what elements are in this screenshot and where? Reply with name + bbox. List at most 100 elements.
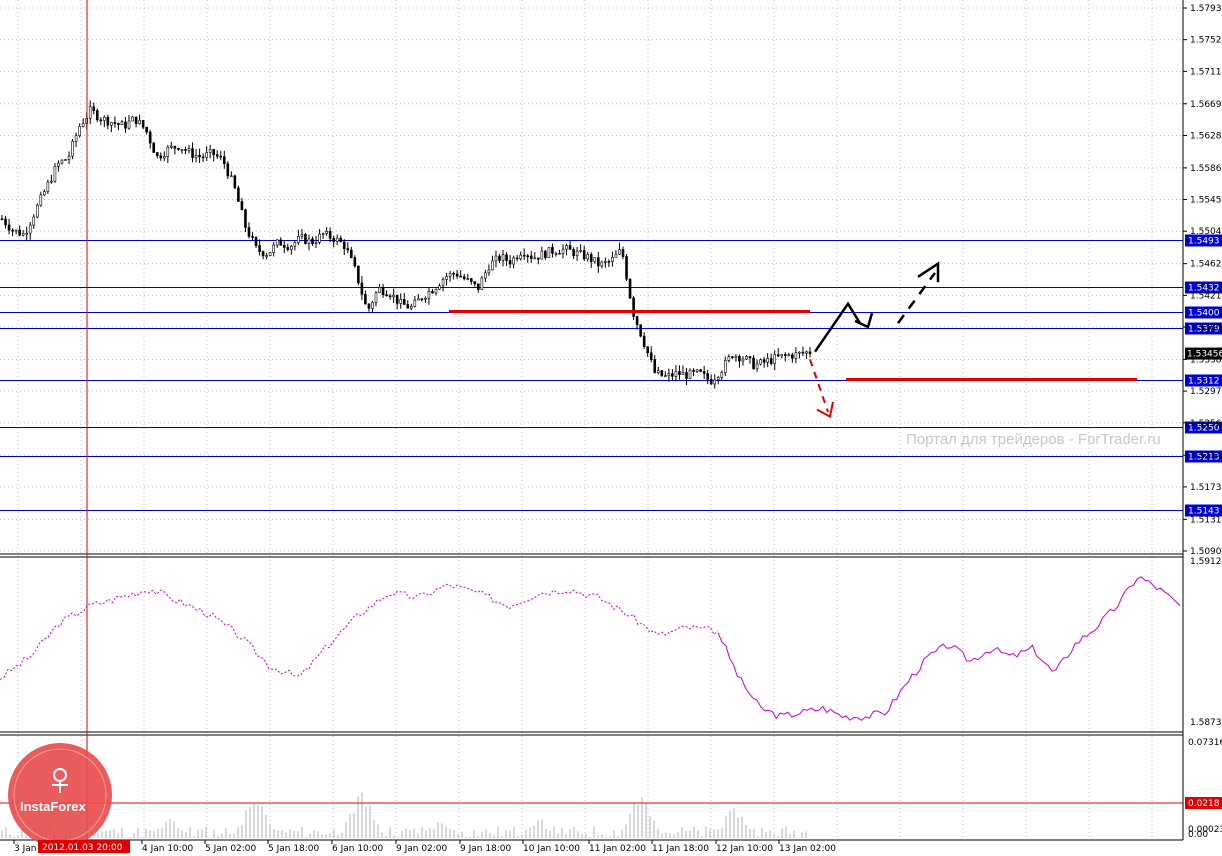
candle-body xyxy=(304,234,307,244)
candle-body xyxy=(409,306,413,309)
candle-body xyxy=(131,116,134,122)
candle-body xyxy=(219,155,223,158)
candle-body xyxy=(551,247,554,254)
candle-body xyxy=(544,250,547,259)
time-tick-label: 11 Jan 18:00 xyxy=(652,844,709,854)
candle-body xyxy=(293,242,297,247)
candle-body xyxy=(357,265,360,284)
candle-body xyxy=(272,244,275,253)
price-tick-label: 1.57520 xyxy=(1190,36,1222,46)
forecast-down-dashed xyxy=(809,359,829,413)
price-tick-label: 1.57930 xyxy=(1190,4,1222,14)
candle-body xyxy=(254,237,258,246)
candle-body xyxy=(621,249,625,257)
candle-body xyxy=(417,298,420,301)
volume-level-tag xyxy=(1185,797,1222,809)
level-tag xyxy=(1185,281,1222,294)
candle-body xyxy=(170,145,173,148)
candle-body xyxy=(201,156,205,159)
candle-body xyxy=(282,245,286,248)
price-tick-label: 1.51730 xyxy=(1190,483,1222,493)
candle-body xyxy=(141,120,145,128)
price-tick-label: 1.55450 xyxy=(1190,196,1222,206)
candle-body xyxy=(628,278,632,299)
logo-text: InstaForex xyxy=(20,799,87,814)
candle-body xyxy=(4,218,7,226)
level-label: 1.5432 xyxy=(1188,284,1220,294)
candle-body xyxy=(11,229,14,232)
candle-body xyxy=(586,254,590,260)
candle-body xyxy=(462,276,466,280)
candle-body xyxy=(738,355,741,362)
price-tick-label: 1.52140 xyxy=(1190,451,1222,461)
candle-body xyxy=(596,257,600,267)
time-tick-label: 12 Jan 10:00 xyxy=(716,844,773,854)
candle-body xyxy=(346,248,350,251)
volume-level-label: 0.0218 xyxy=(1188,799,1220,809)
candle-body xyxy=(441,279,445,287)
price-tick-label: 1.55040 xyxy=(1190,227,1222,237)
candle-body xyxy=(745,356,748,360)
candle-body xyxy=(653,359,657,373)
candle-body xyxy=(371,302,374,309)
candle-body xyxy=(526,255,530,258)
candle-body xyxy=(163,156,166,159)
grid xyxy=(0,0,1183,840)
oscillator-solid-line xyxy=(717,576,1181,721)
level-label: 1.5400 xyxy=(1188,309,1220,319)
candle-body xyxy=(582,250,586,260)
candle-body xyxy=(159,155,163,159)
level-label: 1.5493 xyxy=(1188,237,1220,247)
candle-body xyxy=(755,363,759,370)
horizontal-levels: 1.54931.54321.54001.53791.53121.52501.52… xyxy=(0,234,1222,517)
candle-body xyxy=(399,299,403,304)
volume-tick-label: 0.07316 xyxy=(1188,738,1222,748)
candle-body xyxy=(632,297,635,317)
candle-body xyxy=(791,354,794,359)
candle-body xyxy=(635,316,639,326)
time-tick-label: 9 Jan 02:00 xyxy=(396,844,448,854)
candle-body xyxy=(469,278,473,282)
candle-body xyxy=(360,282,364,295)
candle-body xyxy=(681,371,685,375)
candle-body xyxy=(600,261,604,267)
candle-body xyxy=(233,175,237,189)
forecast-up-dashed xyxy=(896,272,937,324)
candle-body xyxy=(434,288,438,294)
candle-body xyxy=(240,201,244,211)
candle-body xyxy=(198,154,201,158)
candle-body xyxy=(505,254,508,261)
price-tick-label: 1.53800 xyxy=(1190,323,1222,333)
candle-body xyxy=(801,351,805,354)
candle-body xyxy=(120,121,124,125)
candle-body xyxy=(205,152,208,158)
candle-body xyxy=(110,122,113,126)
candle-body xyxy=(706,373,709,380)
candle-body xyxy=(667,373,671,376)
candle-body xyxy=(674,371,678,377)
candle-body xyxy=(572,249,575,256)
price-tick-label: 1.51310 xyxy=(1190,515,1222,525)
candle-body xyxy=(78,126,81,136)
forecast-arrowhead xyxy=(854,312,874,329)
candle-body xyxy=(18,229,21,236)
candle-body xyxy=(307,238,311,244)
price-tick-label: 1.56690 xyxy=(1190,100,1222,110)
candle-body xyxy=(787,354,791,357)
candle-body xyxy=(445,276,448,280)
candle-body xyxy=(321,233,325,235)
candle-body xyxy=(191,148,194,158)
forecast-up-solid xyxy=(813,301,862,353)
candle-body xyxy=(561,248,565,254)
support-resistance-lines xyxy=(449,310,1137,382)
level-tag xyxy=(1185,322,1222,335)
candle-body xyxy=(127,120,131,129)
price-tick-label: 1.55860 xyxy=(1190,164,1222,174)
candle-body xyxy=(484,272,487,279)
candle-body xyxy=(784,354,787,356)
candle-body xyxy=(279,239,283,246)
candle-body xyxy=(314,242,318,245)
candle-body xyxy=(731,356,734,359)
cursor-time: 2012.01.03 20:00 xyxy=(42,843,123,853)
